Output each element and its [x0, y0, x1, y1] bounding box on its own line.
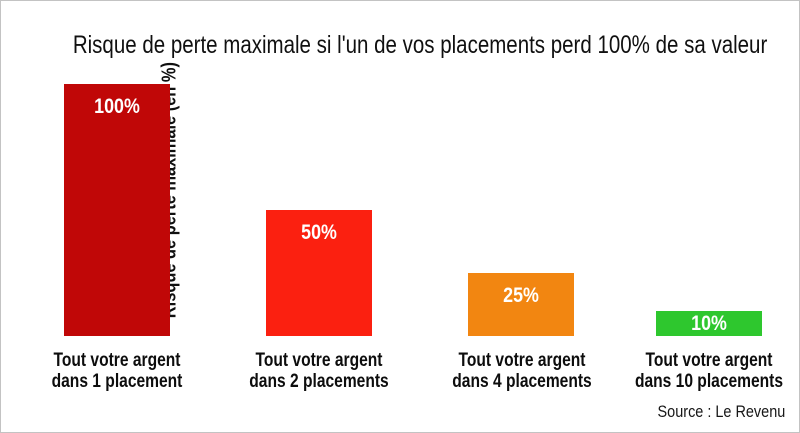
category-label: Tout votre argent dans 2 placements — [229, 350, 409, 392]
bar-4-placements: 25% — [468, 273, 574, 336]
chart-title: Risque de perte maximale si l'un de vos … — [72, 31, 768, 59]
category-label-line: dans 1 placement — [51, 371, 183, 392]
category-label-line: dans 2 placements — [249, 371, 389, 392]
bar-value-label: 50% — [301, 221, 337, 244]
category-label-line: Tout votre argent — [255, 350, 383, 371]
category-label-line: Tout votre argent — [458, 350, 586, 371]
category-label-line: Tout votre argent — [53, 350, 181, 371]
source-credit: Source : Le Revenu — [657, 402, 785, 421]
category-label-line: dans 10 placements — [634, 371, 784, 392]
bar-1-placement: 100% — [64, 84, 170, 336]
bar-value-label: 25% — [503, 284, 539, 307]
bar-10-placements: 10% — [656, 311, 762, 336]
category-label-line: Tout votre argent — [645, 350, 773, 371]
bar-value-label: 100% — [94, 95, 140, 118]
category-label: Tout votre argent dans 1 placement — [27, 350, 207, 392]
category-label: Tout votre argent dans 4 placements — [432, 350, 612, 392]
bar-2-placements: 50% — [266, 210, 372, 336]
category-label-line: dans 4 placements — [452, 371, 592, 392]
category-label: Tout votre argent dans 10 placements — [619, 350, 799, 392]
bar-value-label: 10% — [691, 311, 727, 335]
